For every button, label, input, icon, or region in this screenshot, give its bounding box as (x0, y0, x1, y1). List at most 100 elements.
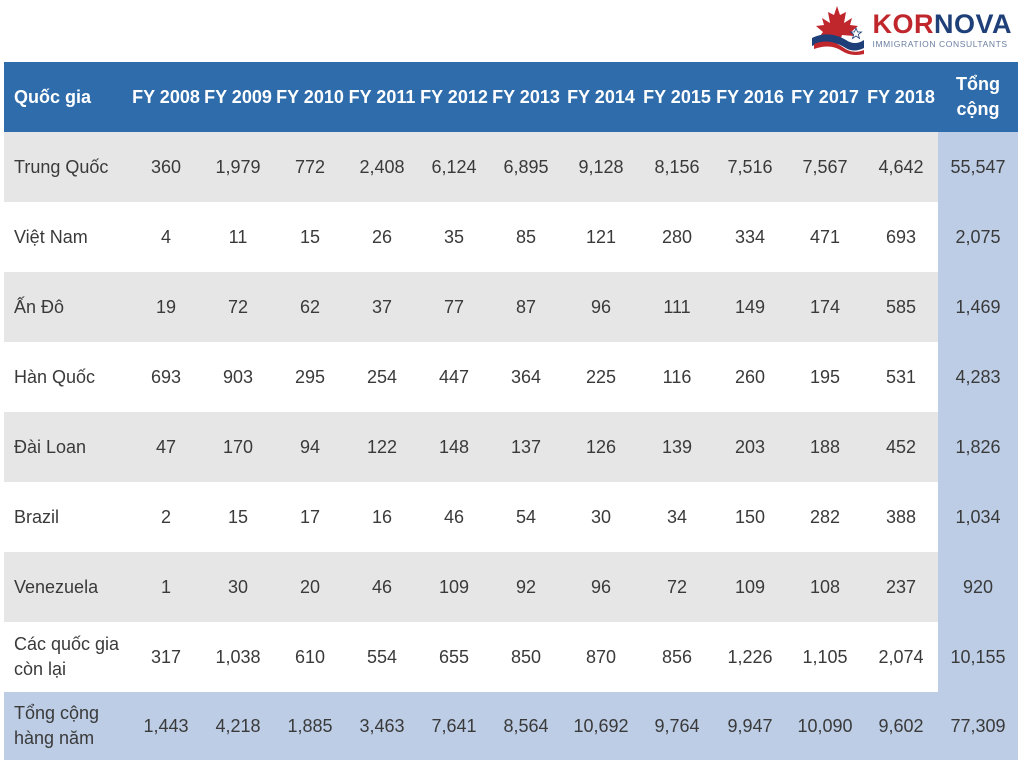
column-header-country: Quốc gia (4, 62, 130, 132)
value-cell: 34 (640, 482, 714, 552)
value-cell: 20 (274, 552, 346, 622)
value-cell: 7,516 (714, 132, 786, 202)
value-cell: 280 (640, 202, 714, 272)
country-cell: Hàn Quốc (4, 342, 130, 412)
value-cell: 9,128 (562, 132, 640, 202)
column-header-fy2008: FY 2008 (130, 62, 202, 132)
value-cell: 850 (490, 622, 562, 692)
value-cell: 4,642 (864, 132, 938, 202)
value-cell: 870 (562, 622, 640, 692)
value-cell: 225 (562, 342, 640, 412)
table-row: Hàn Quốc 693 903 295 254 447 364 225 116 260 195 53… (4, 342, 1018, 412)
value-cell: 2,074 (864, 622, 938, 692)
value-cell: 26 (346, 202, 418, 272)
column-header-total: Tổng cộng (938, 62, 1018, 132)
country-cell: Các quốc gia còn lại (4, 622, 130, 692)
column-header-fy2010: FY 2010 (274, 62, 346, 132)
value-cell: 96 (562, 272, 640, 342)
value-cell: 254 (346, 342, 418, 412)
value-cell: 87 (490, 272, 562, 342)
value-cell: 6,124 (418, 132, 490, 202)
total-cell: 10,155 (938, 622, 1018, 692)
visa-statistics-table: Quốc gia FY 2008 FY 2009 FY 2010 FY 2011 FY 2… (4, 62, 1018, 760)
value-cell: 72 (640, 552, 714, 622)
value-cell: 137 (490, 412, 562, 482)
value-cell: 1,226 (714, 622, 786, 692)
table-body: Trung Quốc 360 1,979 772 2,408 6,124 6,895 9,12… (4, 132, 1018, 692)
column-header-fy2013: FY 2013 (490, 62, 562, 132)
total-cell: 4,283 (938, 342, 1018, 412)
brand-name-part2: NOVA (933, 9, 1012, 40)
annual-total-cell: 7,641 (418, 692, 490, 760)
annual-total-cell: 10,090 (786, 692, 864, 760)
value-cell: 1,038 (202, 622, 274, 692)
value-cell: 94 (274, 412, 346, 482)
country-cell: Việt Nam (4, 202, 130, 272)
value-cell: 6,895 (490, 132, 562, 202)
brand-logo: KORNOVA IMMIGRATION CONSULTANTS (806, 4, 1012, 56)
value-cell: 77 (418, 272, 490, 342)
value-cell: 47 (130, 412, 202, 482)
table-footer-row: Tổng cộng hàng năm 1,443 4,218 1,885 3,463 7,… (4, 692, 1018, 760)
annual-total-cell: 4,218 (202, 692, 274, 760)
table-row: Ấn Đô 19 72 62 37 77 87 96 111 149 174 585 1,469 (4, 272, 1018, 342)
value-cell: 260 (714, 342, 786, 412)
value-cell: 109 (714, 552, 786, 622)
value-cell: 122 (346, 412, 418, 482)
annual-total-cell: 3,463 (346, 692, 418, 760)
value-cell: 195 (786, 342, 864, 412)
value-cell: 531 (864, 342, 938, 412)
value-cell: 46 (418, 482, 490, 552)
value-cell: 282 (786, 482, 864, 552)
value-cell: 92 (490, 552, 562, 622)
value-cell: 364 (490, 342, 562, 412)
value-cell: 2,408 (346, 132, 418, 202)
value-cell: 295 (274, 342, 346, 412)
value-cell: 46 (346, 552, 418, 622)
value-cell: 148 (418, 412, 490, 482)
value-cell: 1,105 (786, 622, 864, 692)
value-cell: 856 (640, 622, 714, 692)
value-cell: 111 (640, 272, 714, 342)
value-cell: 150 (714, 482, 786, 552)
table-row: Việt Nam 4 11 15 26 35 85 121 280 334 471 693 2,075 (4, 202, 1018, 272)
value-cell: 317 (130, 622, 202, 692)
total-cell: 1,034 (938, 482, 1018, 552)
brand-tagline: IMMIGRATION CONSULTANTS (872, 39, 1008, 50)
value-cell: 554 (346, 622, 418, 692)
column-header-fy2015: FY 2015 (640, 62, 714, 132)
value-cell: 35 (418, 202, 490, 272)
value-cell: 388 (864, 482, 938, 552)
total-cell: 1,469 (938, 272, 1018, 342)
value-cell: 72 (202, 272, 274, 342)
value-cell: 8,156 (640, 132, 714, 202)
value-cell: 447 (418, 342, 490, 412)
value-cell: 121 (562, 202, 640, 272)
brand-name-part1: KOR (872, 9, 934, 40)
column-header-fy2016: FY 2016 (714, 62, 786, 132)
annual-total-cell: 1,443 (130, 692, 202, 760)
country-cell: Đài Loan (4, 412, 130, 482)
value-cell: 62 (274, 272, 346, 342)
value-cell: 85 (490, 202, 562, 272)
column-header-fy2009: FY 2009 (202, 62, 274, 132)
table-row: Brazil 2 15 17 16 46 54 30 34 150 282 388 1,034 (4, 482, 1018, 552)
value-cell: 203 (714, 412, 786, 482)
column-header-fy2017: FY 2017 (786, 62, 864, 132)
annual-total-cell: 8,564 (490, 692, 562, 760)
value-cell: 17 (274, 482, 346, 552)
value-cell: 471 (786, 202, 864, 272)
value-cell: 139 (640, 412, 714, 482)
country-cell: Trung Quốc (4, 132, 130, 202)
value-cell: 54 (490, 482, 562, 552)
value-cell: 693 (864, 202, 938, 272)
value-cell: 693 (130, 342, 202, 412)
annual-total-cell: 9,947 (714, 692, 786, 760)
value-cell: 11 (202, 202, 274, 272)
value-cell: 15 (202, 482, 274, 552)
value-cell: 452 (864, 412, 938, 482)
value-cell: 188 (786, 412, 864, 482)
value-cell: 96 (562, 552, 640, 622)
value-cell: 37 (346, 272, 418, 342)
value-cell: 7,567 (786, 132, 864, 202)
